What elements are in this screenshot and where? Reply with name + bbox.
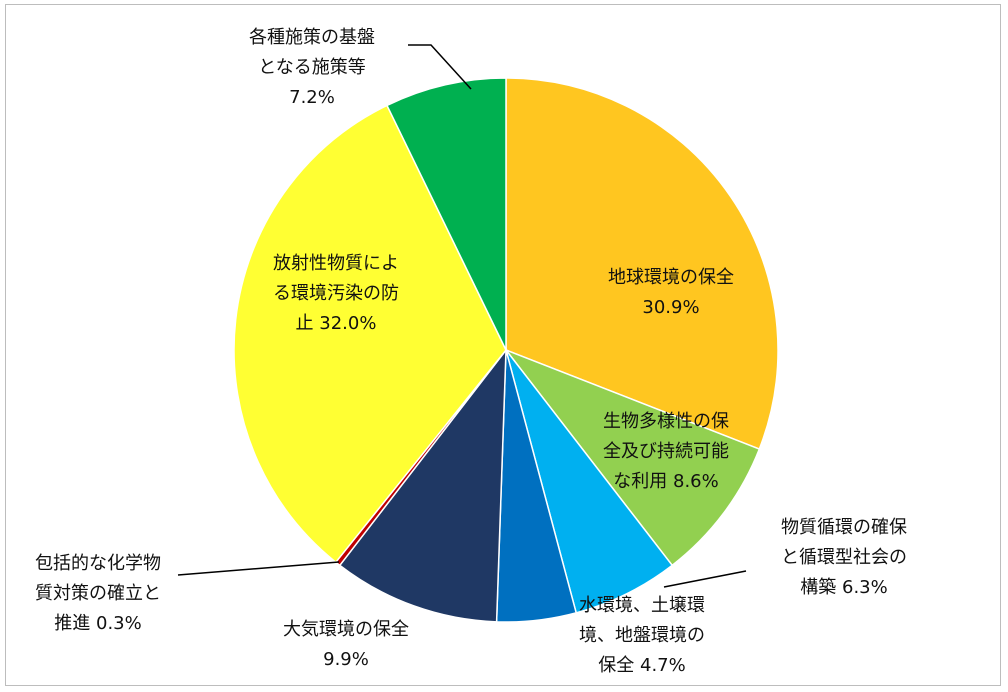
slice-labels: 地球環境の保全 30.9% 生物多様性の保全及び持続可能な利用 8.6% 物質循環の確…	[35, 27, 907, 676]
slice-air	[338, 347, 507, 623]
data-label-radioactive: 放射性物質による環境汚染の防止 32.0%	[273, 253, 399, 334]
chart-frame: 地球環境の保全 30.9% 生物多様性の保全及び持続可能な利用 8.6% 物質循環の確…	[5, 4, 1001, 686]
data-label-air: 大気環境の保全 9.9%	[283, 619, 409, 670]
data-label-water-soil: 水環境、土壌環境、地盤環境の保全 4.7%	[579, 595, 705, 676]
pie-chart: 地球環境の保全 30.9% 生物多様性の保全及び持続可能な利用 8.6% 物質循環の確…	[35, 27, 907, 676]
data-label-biodiversity: 生物多様性の保全及び持続可能な利用 8.6%	[603, 411, 729, 492]
data-label-global: 地球環境の保全 30.9%	[608, 267, 734, 318]
slice-radioactive	[233, 104, 507, 564]
leader-line-material-cycle	[663, 570, 747, 588]
slice-biodiversity	[503, 348, 761, 567]
data-label-material-cycle: 物質循環の確保と循環型社会の構築 6.3%	[781, 517, 907, 598]
leader-line-chemical	[177, 561, 340, 576]
data-label-chemical: 包括的な化学物質対策の確立と推進 0.3%	[35, 553, 161, 634]
leader-line-foundation	[408, 44, 472, 90]
pie-slices	[233, 77, 779, 623]
leader-lines	[177, 44, 747, 588]
slice-global	[505, 77, 779, 451]
slice-foundation	[385, 77, 507, 351]
data-label-foundation: 各種施策の基盤となる施策等 7.2%	[249, 27, 375, 108]
